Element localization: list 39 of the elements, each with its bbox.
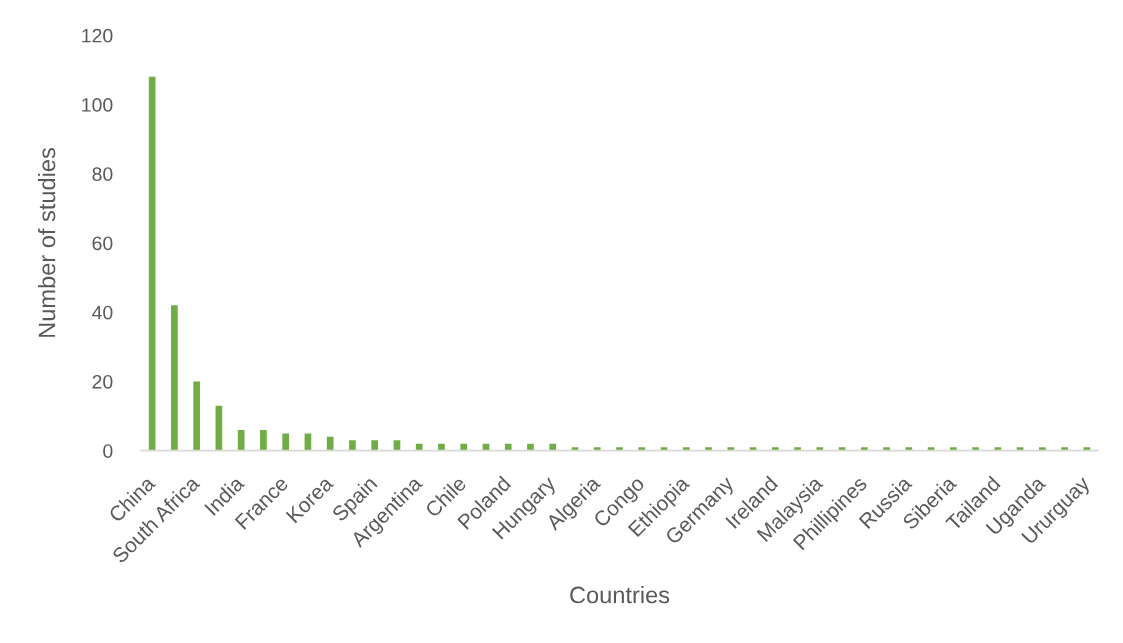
y-tick-label: 20 bbox=[92, 374, 113, 389]
x-axis-title: Countries bbox=[570, 585, 670, 604]
bar bbox=[460, 443, 468, 451]
y-tick-label: 60 bbox=[92, 236, 113, 251]
bar bbox=[282, 433, 289, 451]
bar bbox=[371, 440, 379, 451]
bar bbox=[816, 447, 824, 451]
bar bbox=[415, 443, 423, 451]
bar bbox=[682, 447, 690, 451]
bar bbox=[260, 429, 267, 451]
bar bbox=[638, 447, 646, 451]
y-tick-label: 120 bbox=[82, 28, 113, 43]
bar bbox=[527, 443, 534, 451]
y-tick-label: 40 bbox=[92, 305, 113, 320]
bar bbox=[193, 381, 200, 451]
bar bbox=[972, 447, 979, 451]
bar bbox=[549, 443, 557, 451]
bar bbox=[504, 443, 512, 451]
bar bbox=[438, 443, 445, 451]
y-axis-title: Number of studies bbox=[37, 148, 56, 337]
y-tick-label: 0 bbox=[103, 444, 113, 458]
bar bbox=[171, 305, 178, 451]
y-tick-label: 80 bbox=[92, 167, 113, 181]
bar bbox=[705, 447, 712, 451]
bar bbox=[727, 447, 735, 451]
bar bbox=[349, 440, 356, 451]
bar bbox=[1039, 447, 1046, 451]
bar bbox=[771, 447, 779, 451]
bar bbox=[950, 447, 957, 451]
bar bbox=[593, 447, 601, 451]
y-tick-label: 100 bbox=[82, 98, 113, 112]
bar bbox=[794, 447, 801, 451]
bar bbox=[905, 447, 913, 451]
bar bbox=[148, 76, 156, 451]
bar bbox=[1061, 447, 1068, 451]
bar bbox=[616, 447, 623, 451]
bar bbox=[883, 447, 890, 451]
bar bbox=[860, 447, 868, 451]
bar bbox=[326, 436, 334, 451]
